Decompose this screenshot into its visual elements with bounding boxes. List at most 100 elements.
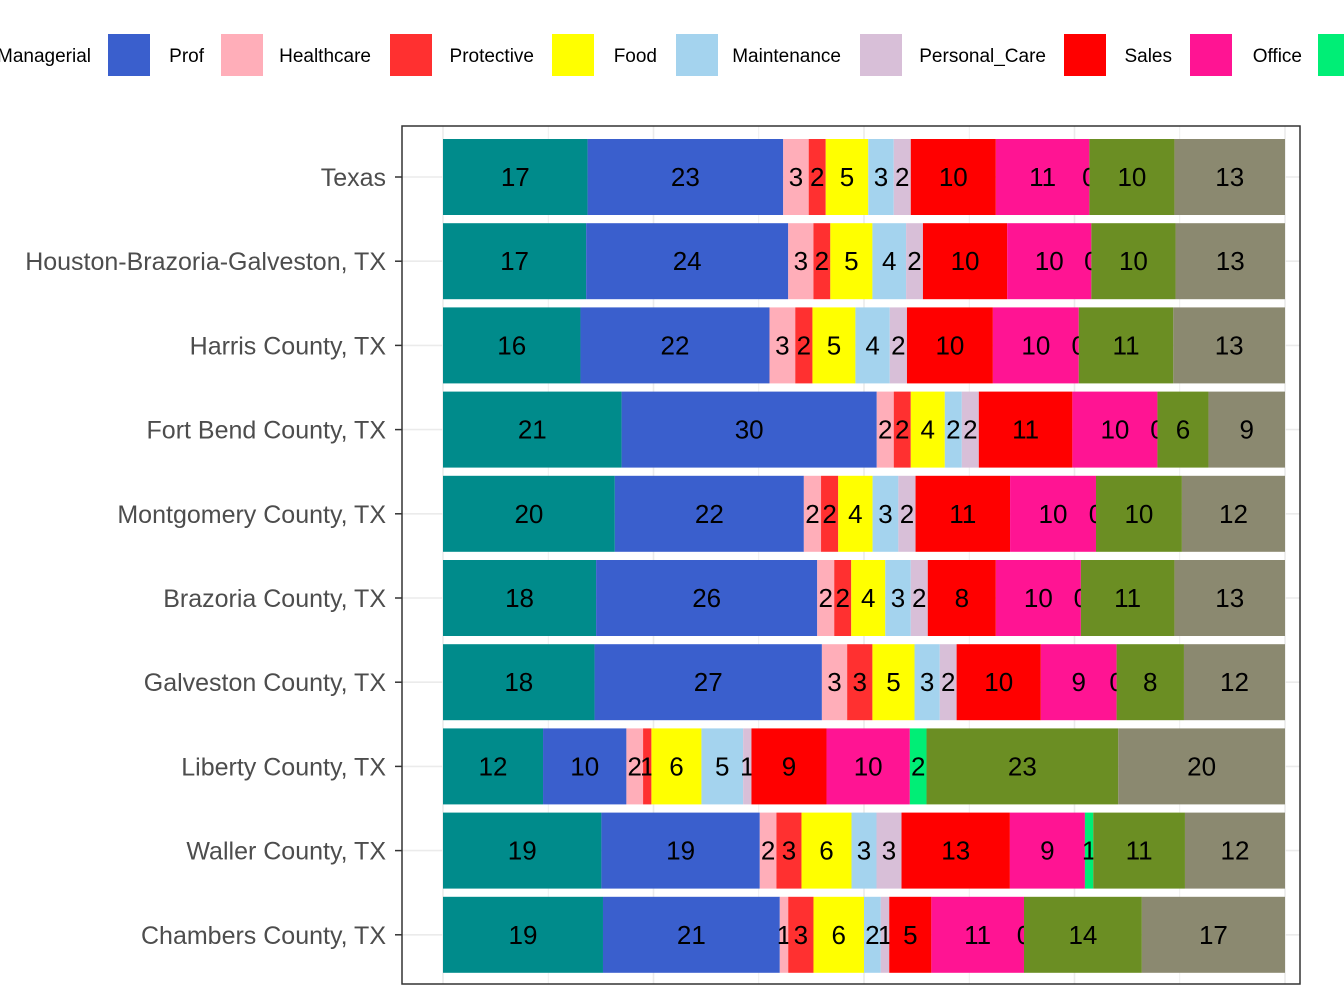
data-label: 3 — [891, 583, 905, 613]
data-label: 11 — [949, 499, 976, 529]
bar-segment-maintenance — [864, 896, 881, 973]
bar-group-fort-bend-county-tx: 2130224221110069 — [443, 391, 1285, 468]
bar-segment-office — [1072, 391, 1158, 468]
bar-segment-sales — [927, 560, 996, 636]
data-label: 3 — [920, 667, 934, 697]
data-label: 17 — [500, 246, 529, 276]
data-label: 10 — [1021, 330, 1050, 360]
bar-segment-protective — [808, 139, 826, 215]
bar-segment-maintenance — [701, 728, 744, 805]
data-label: 2 — [822, 499, 836, 529]
bar-segment-series-11 — [1023, 896, 1142, 973]
bar-segment-series-11 — [1080, 560, 1175, 636]
data-label: 3 — [857, 836, 871, 866]
legend-label: Prof — [169, 46, 205, 67]
data-label: 2 — [911, 751, 925, 781]
data-label: 18 — [505, 583, 534, 613]
bar-segment-healthcare — [626, 728, 644, 805]
legend: Managerial Prof Healthcare Protective Food Ma… — [0, 34, 1344, 76]
bar-segment-prof — [587, 139, 784, 215]
bar-segment-food — [651, 728, 702, 805]
bar-segment-personal-care — [961, 391, 979, 468]
data-label: 10 — [854, 751, 883, 781]
bar-segment-office — [1007, 223, 1092, 300]
bar-segment-sales — [889, 896, 932, 973]
data-label: 2 — [818, 583, 832, 613]
bar-group-texas: 172332532101101013 — [443, 139, 1285, 215]
bar-segment-managerial — [443, 391, 622, 468]
data-label: 9 — [782, 751, 796, 781]
data-label: 13 — [941, 836, 970, 866]
data-label: 23 — [1008, 751, 1037, 781]
y-axis-labels: Texas Houston-Brazoria-Galveston, TX Harri… — [25, 164, 402, 950]
bar-segment-protective — [821, 475, 839, 552]
bar-segment-sales — [956, 644, 1041, 721]
data-label: 22 — [695, 499, 724, 529]
bar-segment-protective — [834, 560, 852, 636]
data-label: 4 — [865, 330, 879, 360]
data-label: 9 — [1071, 667, 1085, 697]
bar-segment-series-11 — [1116, 644, 1184, 721]
data-label: 13 — [1215, 330, 1244, 360]
data-label: 10 — [1024, 583, 1053, 613]
bar-group-galveston-county-tx: 1827335321090812 — [443, 644, 1285, 721]
data-label: 23 — [671, 162, 700, 192]
bar-segment-healthcare — [803, 475, 822, 552]
bar-segment-healthcare — [817, 560, 835, 636]
data-label: 2 — [865, 920, 879, 950]
legend-label: Protective — [450, 46, 534, 67]
data-label: 2 — [797, 330, 811, 360]
data-label: 21 — [518, 415, 547, 445]
data-label: 1 — [878, 920, 892, 950]
legend-key — [108, 34, 150, 76]
bar-segment-series-11 — [926, 728, 1119, 805]
data-label: 24 — [673, 246, 702, 276]
bar-segment-healthcare — [876, 391, 894, 468]
bar-segment-sales — [901, 812, 1010, 889]
data-label: 13 — [1215, 583, 1244, 613]
bar-segment-sales — [915, 475, 1011, 552]
data-label: 10 — [951, 246, 980, 276]
bar-segment-protective — [788, 896, 814, 973]
data-label: 10 — [1117, 162, 1146, 192]
data-label: 3 — [775, 330, 789, 360]
data-label: 30 — [735, 415, 764, 445]
data-label: 5 — [886, 667, 900, 697]
bar-segment-personal-care — [939, 644, 957, 721]
bar-segment-healthcare — [779, 896, 789, 973]
bar-segment-protective — [847, 644, 873, 721]
bar-segment-protective — [643, 728, 652, 805]
data-label: 3 — [789, 162, 803, 192]
bar-segment-series-12 — [1174, 139, 1285, 215]
data-label: 3 — [874, 162, 888, 192]
data-label: 11 — [1029, 162, 1056, 192]
bar-segment-prof — [586, 223, 789, 300]
data-label: 3 — [827, 667, 841, 697]
bar-segment-personal-care — [906, 223, 923, 300]
data-label: 2 — [810, 162, 824, 192]
bar-segment-food — [851, 560, 886, 636]
bar-group-waller-county-tx: 19 19 2 3 6 3 3 13 9 1 11 12 — [443, 812, 1285, 889]
bar-segment-series-12 — [1173, 307, 1285, 384]
bar-segment-maintenance — [872, 475, 899, 552]
bar-segment-series-12 — [1208, 391, 1285, 468]
data-label: 19 — [509, 920, 538, 950]
bar-group-chambers-county-tx: 19211362151101417 — [443, 896, 1285, 973]
bar-segment-personal-care — [889, 307, 907, 384]
bar-segment-managerial — [443, 896, 603, 973]
bar-segment-prof — [596, 560, 818, 636]
bar-segment-series-10 — [1084, 812, 1094, 889]
data-label: 6 — [832, 920, 846, 950]
bar-segment-protective — [776, 812, 802, 889]
data-label: 16 — [497, 330, 526, 360]
data-label: 2 — [836, 583, 850, 613]
bar-segment-prof — [594, 644, 822, 721]
data-label: 3 — [794, 920, 808, 950]
bar-segment-office — [995, 560, 1081, 636]
data-label: 2 — [900, 499, 914, 529]
bar-group-liberty-county-tx: 12 10 21 6 5 1 9 10 2 23 20 — [443, 728, 1285, 805]
data-label: 12 — [1221, 836, 1250, 866]
category-label: Montgomery County, TX — [117, 501, 386, 529]
bar-segment-sales — [910, 139, 996, 215]
bar-segment-series-11 — [1093, 812, 1185, 889]
